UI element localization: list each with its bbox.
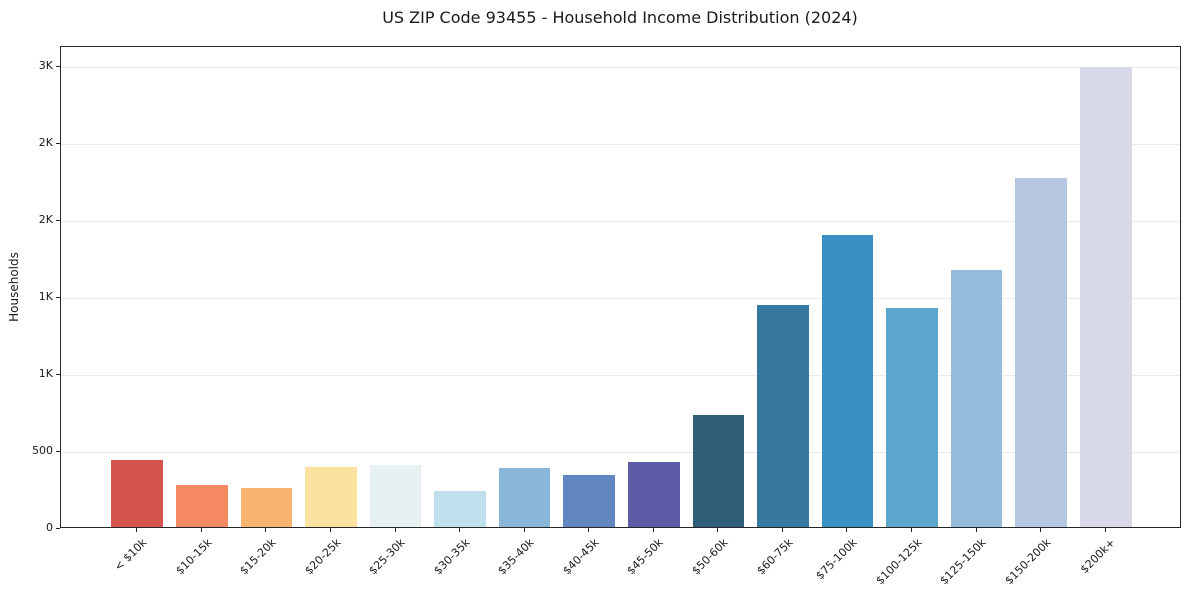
x-tick-label: $40-45k [560,536,602,578]
x-tick-mark [265,528,267,532]
gridline [61,221,1180,222]
y-axis-label: Households [7,252,21,322]
bar-$30-35k [434,490,486,527]
bar-$20-25k [305,466,357,527]
y-tick-mark [56,220,60,221]
x-tick-mark [1040,528,1042,532]
bar-$50-60k [692,415,745,527]
y-tick-label: 3K [38,59,53,73]
bar-$75-100k [821,235,874,527]
x-tick-label: $20-25k [301,536,344,578]
y-tick-label: 0 [46,521,53,534]
y-tick-mark [56,374,60,375]
x-tick-mark [652,528,654,532]
y-tick-label: 1K [38,290,53,303]
y-tick-label: 2K [38,136,53,150]
x-tick-mark [394,528,396,532]
y-tick-label: 1K [38,367,53,380]
bar-< $10k [111,460,164,527]
y-tick-label: 500 [32,444,53,457]
bar-$10-15k [176,485,228,527]
x-tick-label: $150-200k [1002,536,1054,588]
bar-$150-200k [1015,178,1067,527]
y-tick-mark [56,528,60,529]
bar-$25-30k [369,464,422,527]
plot-area [60,46,1181,528]
y-tick-mark [56,297,60,298]
x-tick-mark [975,528,977,532]
y-tick-mark [56,451,60,452]
bar-$200k+ [1079,67,1132,527]
bar-$40-45k [563,475,616,527]
x-tick-mark [846,528,848,532]
x-tick-mark [329,528,331,532]
gridline [61,452,1180,453]
x-tick-label: < $10k [111,536,150,574]
bar-$60-75k [757,305,809,527]
x-tick-label: $45-50k [624,536,666,578]
x-tick-label: $200k+ [1077,536,1118,577]
x-tick-label: $25-30k [366,536,408,578]
x-tick-mark [911,528,913,532]
bar-$35-40k [498,468,551,527]
y-tick-mark [56,66,60,68]
x-tick-label: $35-40k [495,536,537,578]
gridline [61,144,1180,146]
x-tick-label: $125-150k [937,536,989,588]
x-tick-label: $100-125k [873,536,925,588]
bar-$15-20k [240,487,293,527]
chart-title: US ZIP Code 93455 - Household Income Dis… [382,8,858,27]
bar-$45-50k [627,462,680,527]
bar-$100-125k [886,308,938,527]
x-tick-label: $30-35k [431,536,473,578]
x-tick-mark [781,528,783,532]
x-tick-mark [523,528,525,532]
x-tick-label: $15-20k [237,536,279,578]
gridline [61,375,1180,376]
x-tick-label: $10-15k [172,536,215,578]
y-tick-label: 2K [38,213,53,226]
gridline [61,67,1180,69]
x-tick-mark [459,528,461,532]
x-tick-mark [717,528,719,532]
x-tick-mark [588,528,590,532]
bar-$125-150k [950,269,1003,527]
x-tick-mark [1104,528,1106,532]
x-tick-label: $75-100k [813,536,860,583]
x-tick-mark [200,528,202,532]
x-tick-mark [136,528,138,532]
y-tick-mark [56,143,60,145]
x-tick-label: $50-60k [689,536,731,578]
gridline [61,298,1180,299]
x-tick-label: $60-75k [753,536,796,578]
